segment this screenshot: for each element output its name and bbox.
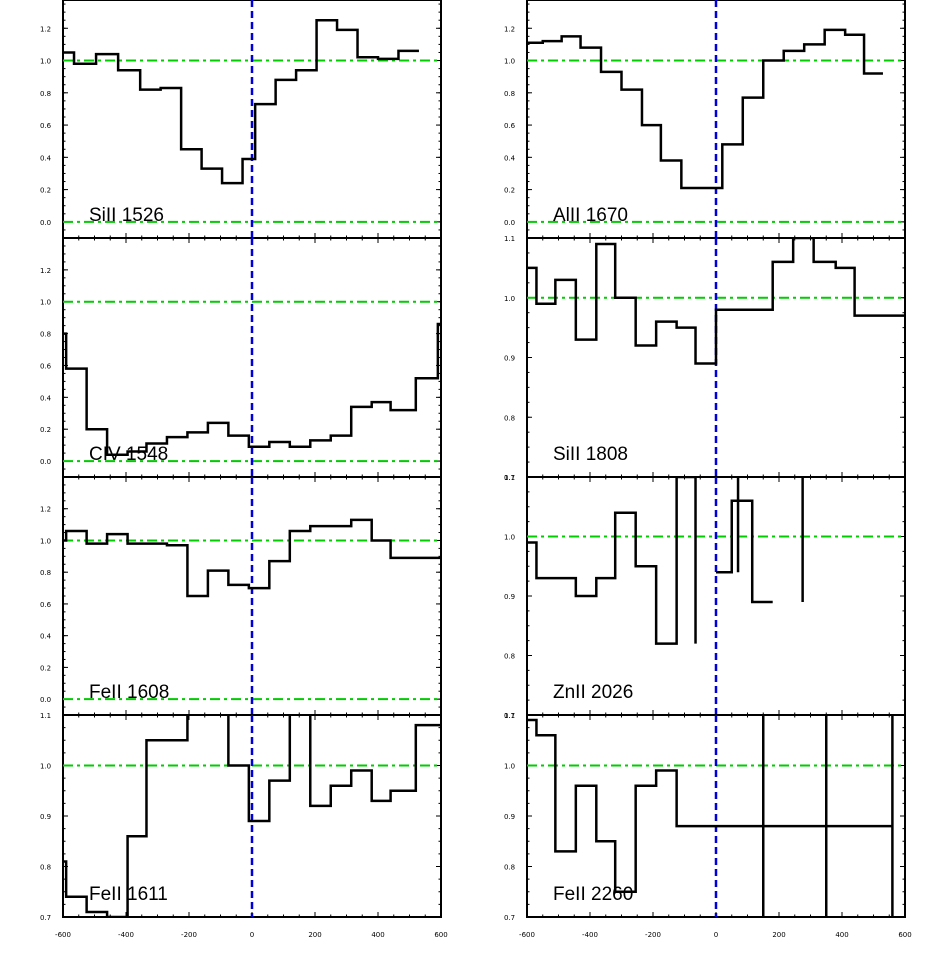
spectrum-step-line <box>527 477 773 645</box>
y-tick-label: 0.4 <box>40 154 52 162</box>
ion-label: FeII 1611 <box>89 884 168 905</box>
y-tick-label: 0.0 <box>40 696 51 704</box>
x-tick-label: -200 <box>181 931 197 939</box>
x-tick-label: 0 <box>250 931 254 939</box>
y-tick-label: 0.8 <box>40 569 51 577</box>
y-tick-label: 0.8 <box>504 90 515 98</box>
x-tick-label: 200 <box>772 931 785 939</box>
y-tick-label: 0.8 <box>40 864 51 872</box>
spectrum-step-line <box>63 322 441 456</box>
y-tick-label: 0.6 <box>40 122 52 130</box>
y-tick-label: 1.0 <box>504 58 515 66</box>
y-tick-label: 0.6 <box>40 362 52 370</box>
y-tick-label: 0.6 <box>504 122 516 130</box>
y-tick-label: 0.9 <box>40 813 51 821</box>
y-tick-label: 0.8 <box>504 864 515 872</box>
y-tick-label: 0.9 <box>504 355 515 363</box>
y-tick-label: 0.2 <box>40 664 51 672</box>
x-tick-label: 400 <box>371 931 384 939</box>
y-tick-label: 0.7 <box>40 914 51 922</box>
ion-label: ZnII 2026 <box>553 682 633 703</box>
y-tick-label: 0.7 <box>504 914 515 922</box>
panel-siii-1808: 0.7 0.8 0.9 1.0 1.1 SiII 1808 <box>504 235 906 482</box>
y-tick-label: 0.8 <box>40 331 51 339</box>
y-tick-label: 0.9 <box>504 593 515 601</box>
panel-civ-1548: 0.0 0.2 0.4 0.6 0.8 1.0 1.2 CIV 1548 <box>40 237 442 478</box>
y-tick-label: 1.0 <box>40 58 51 66</box>
y-tick-label: 0.7 <box>504 712 515 720</box>
panel-feii-1611: 0.7 0.8 0.9 1.0 1.1 FeII 1611 <box>40 712 442 922</box>
x-tick-label: 600 <box>898 931 911 939</box>
y-tick-label: 1.0 <box>504 763 515 771</box>
x-tick-label: 600 <box>434 931 447 939</box>
y-tick-label: 0.4 <box>40 633 52 641</box>
x-tick-label: -200 <box>645 931 661 939</box>
y-tick-label: 1.0 <box>40 299 51 307</box>
spectrum-step-line <box>63 518 441 598</box>
ion-label: FeII 1608 <box>89 682 169 703</box>
ion-label: FeII 2260 <box>553 884 633 905</box>
x-tick-label: -600 <box>519 931 535 939</box>
panel-feii-1608: 0.0 0.2 0.4 0.6 0.8 1.0 1.2 FeII 1608 <box>40 476 442 716</box>
y-tick-label: 1.0 <box>504 295 515 303</box>
y-tick-label: 0.4 <box>504 154 516 162</box>
ion-label: SiII 1526 <box>89 205 164 226</box>
y-tick-label: 1.0 <box>504 534 515 542</box>
y-tick-label: 0.0 <box>40 458 51 466</box>
spectrum-step-line <box>527 238 905 365</box>
panel-alii-1670: 0.0 0.2 0.4 0.6 0.8 1.0 1.2 AlII 1670 <box>504 0 906 239</box>
y-tick-label: 1.1 <box>504 235 515 243</box>
y-tick-label: 1.1 <box>504 474 515 482</box>
y-tick-label: 0.0 <box>504 219 515 227</box>
x-tick-label: -400 <box>582 931 598 939</box>
spectrum-step-line <box>63 715 441 917</box>
x-tick-label: -600 <box>55 931 71 939</box>
y-tick-label: 0.8 <box>504 414 515 422</box>
y-tick-label: 0.7 <box>504 474 515 482</box>
ion-label: SiII 1808 <box>553 444 628 465</box>
y-tick-label: 1.0 <box>40 537 51 545</box>
panel-feii-2260: 0.7 0.8 0.9 1.0 1.1 FeII 2260 <box>504 712 906 922</box>
panel-znii-2026: 0.7 0.8 0.9 1.0 1.1 ZnII 2026 <box>504 474 906 720</box>
y-tick-label: 0.0 <box>40 219 51 227</box>
ion-label: CIV 1548 <box>89 444 168 465</box>
y-tick-label: 0.6 <box>40 601 52 609</box>
y-tick-label: 1.1 <box>40 712 51 720</box>
x-tick-label: 200 <box>308 931 321 939</box>
x-tick-label: 0 <box>714 931 718 939</box>
y-tick-label: 0.2 <box>40 187 51 195</box>
y-tick-label: 1.1 <box>504 712 515 720</box>
y-tick-label: 0.8 <box>504 653 515 661</box>
ion-label: AlII 1670 <box>553 205 628 226</box>
y-tick-label: 1.2 <box>40 506 51 514</box>
spectrum-step-line <box>63 18 419 185</box>
y-tick-label: 1.2 <box>40 25 51 33</box>
y-tick-label: 0.9 <box>504 813 515 821</box>
y-tick-label: 0.2 <box>504 187 515 195</box>
x-tick-label: -400 <box>118 931 134 939</box>
x-tick-label: 400 <box>835 931 848 939</box>
y-tick-label: 1.2 <box>504 25 515 33</box>
y-tick-label: 0.8 <box>40 90 51 98</box>
y-tick-label: 0.4 <box>40 394 52 402</box>
y-tick-label: 1.0 <box>40 763 51 771</box>
y-tick-label: 1.2 <box>40 267 51 275</box>
y-tick-label: 0.2 <box>40 426 51 434</box>
spectrum-step-line <box>527 718 893 893</box>
panel-siii-1526: 0.0 0.2 0.4 0.6 0.8 1.0 1.2 SiII 1526 <box>40 0 442 239</box>
spectrum-step-line <box>527 28 883 190</box>
